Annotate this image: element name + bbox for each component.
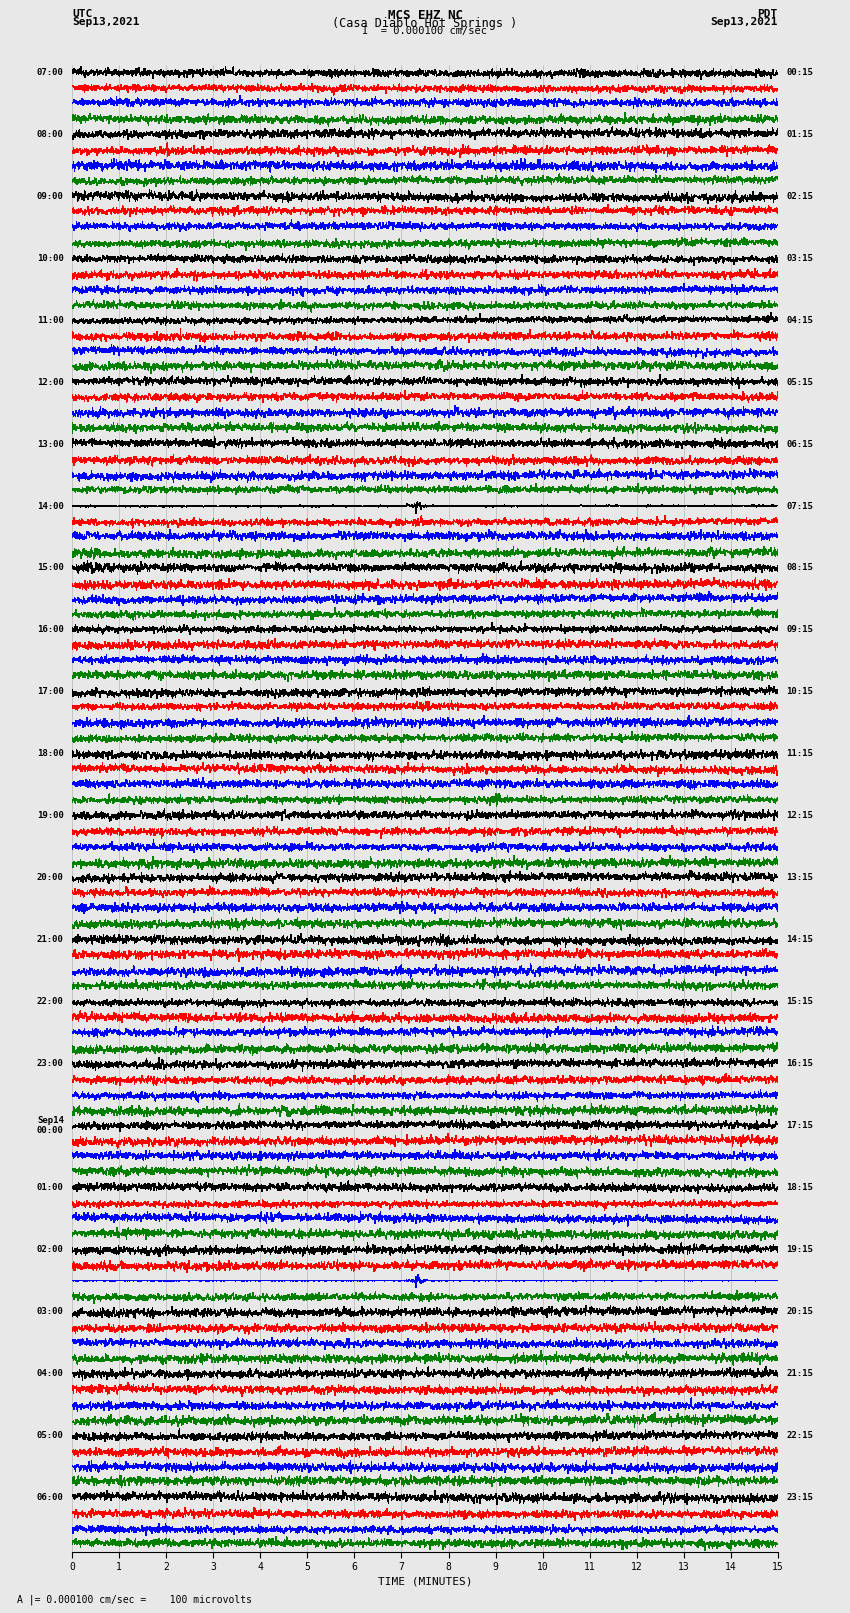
Text: MCS EHZ NC: MCS EHZ NC	[388, 10, 462, 23]
Text: 16:15: 16:15	[786, 1060, 813, 1068]
Text: PDT: PDT	[757, 10, 778, 19]
Text: 16:00: 16:00	[37, 626, 64, 634]
Text: Sep13,2021: Sep13,2021	[72, 18, 139, 27]
Text: 15:00: 15:00	[37, 563, 64, 573]
Text: 04:00: 04:00	[37, 1369, 64, 1378]
Text: 10:00: 10:00	[37, 253, 64, 263]
Text: 13:00: 13:00	[37, 440, 64, 448]
Text: 13:15: 13:15	[786, 873, 813, 882]
Text: 08:15: 08:15	[786, 563, 813, 573]
Text: 19:15: 19:15	[786, 1245, 813, 1255]
Text: A |= 0.000100 cm/sec =    100 microvolts: A |= 0.000100 cm/sec = 100 microvolts	[17, 1594, 252, 1605]
Text: 21:00: 21:00	[37, 936, 64, 944]
Text: 03:00: 03:00	[37, 1307, 64, 1316]
Text: 05:15: 05:15	[786, 377, 813, 387]
X-axis label: TIME (MINUTES): TIME (MINUTES)	[377, 1576, 473, 1586]
Text: 02:00: 02:00	[37, 1245, 64, 1255]
Text: 09:15: 09:15	[786, 626, 813, 634]
Text: 06:15: 06:15	[786, 440, 813, 448]
Text: 17:00: 17:00	[37, 687, 64, 697]
Text: I  = 0.000100 cm/sec: I = 0.000100 cm/sec	[362, 26, 488, 35]
Text: 17:15: 17:15	[786, 1121, 813, 1131]
Text: UTC: UTC	[72, 10, 93, 19]
Text: 22:00: 22:00	[37, 997, 64, 1007]
Text: 01:15: 01:15	[786, 129, 813, 139]
Text: 15:15: 15:15	[786, 997, 813, 1007]
Text: 14:00: 14:00	[37, 502, 64, 511]
Text: (Casa Diablo Hot Springs ): (Casa Diablo Hot Springs )	[332, 18, 518, 31]
Text: 22:15: 22:15	[786, 1431, 813, 1440]
Text: 01:00: 01:00	[37, 1184, 64, 1192]
Text: 11:00: 11:00	[37, 316, 64, 324]
Text: Sep13,2021: Sep13,2021	[711, 18, 778, 27]
Text: 14:15: 14:15	[786, 936, 813, 944]
Text: 23:00: 23:00	[37, 1060, 64, 1068]
Text: 09:00: 09:00	[37, 192, 64, 200]
Text: 12:00: 12:00	[37, 377, 64, 387]
Text: 04:15: 04:15	[786, 316, 813, 324]
Text: 07:00: 07:00	[37, 68, 64, 77]
Text: 12:15: 12:15	[786, 811, 813, 821]
Text: 19:00: 19:00	[37, 811, 64, 821]
Text: 06:00: 06:00	[37, 1494, 64, 1502]
Text: 18:00: 18:00	[37, 750, 64, 758]
Text: 08:00: 08:00	[37, 129, 64, 139]
Text: 03:15: 03:15	[786, 253, 813, 263]
Text: 10:15: 10:15	[786, 687, 813, 697]
Text: 00:15: 00:15	[786, 68, 813, 77]
Text: 20:15: 20:15	[786, 1307, 813, 1316]
Text: 02:15: 02:15	[786, 192, 813, 200]
Text: 11:15: 11:15	[786, 750, 813, 758]
Text: 23:15: 23:15	[786, 1494, 813, 1502]
Text: 07:15: 07:15	[786, 502, 813, 511]
Text: 20:00: 20:00	[37, 873, 64, 882]
Text: 21:15: 21:15	[786, 1369, 813, 1378]
Text: 18:15: 18:15	[786, 1184, 813, 1192]
Text: Sep14
00:00: Sep14 00:00	[37, 1116, 64, 1136]
Text: 05:00: 05:00	[37, 1431, 64, 1440]
